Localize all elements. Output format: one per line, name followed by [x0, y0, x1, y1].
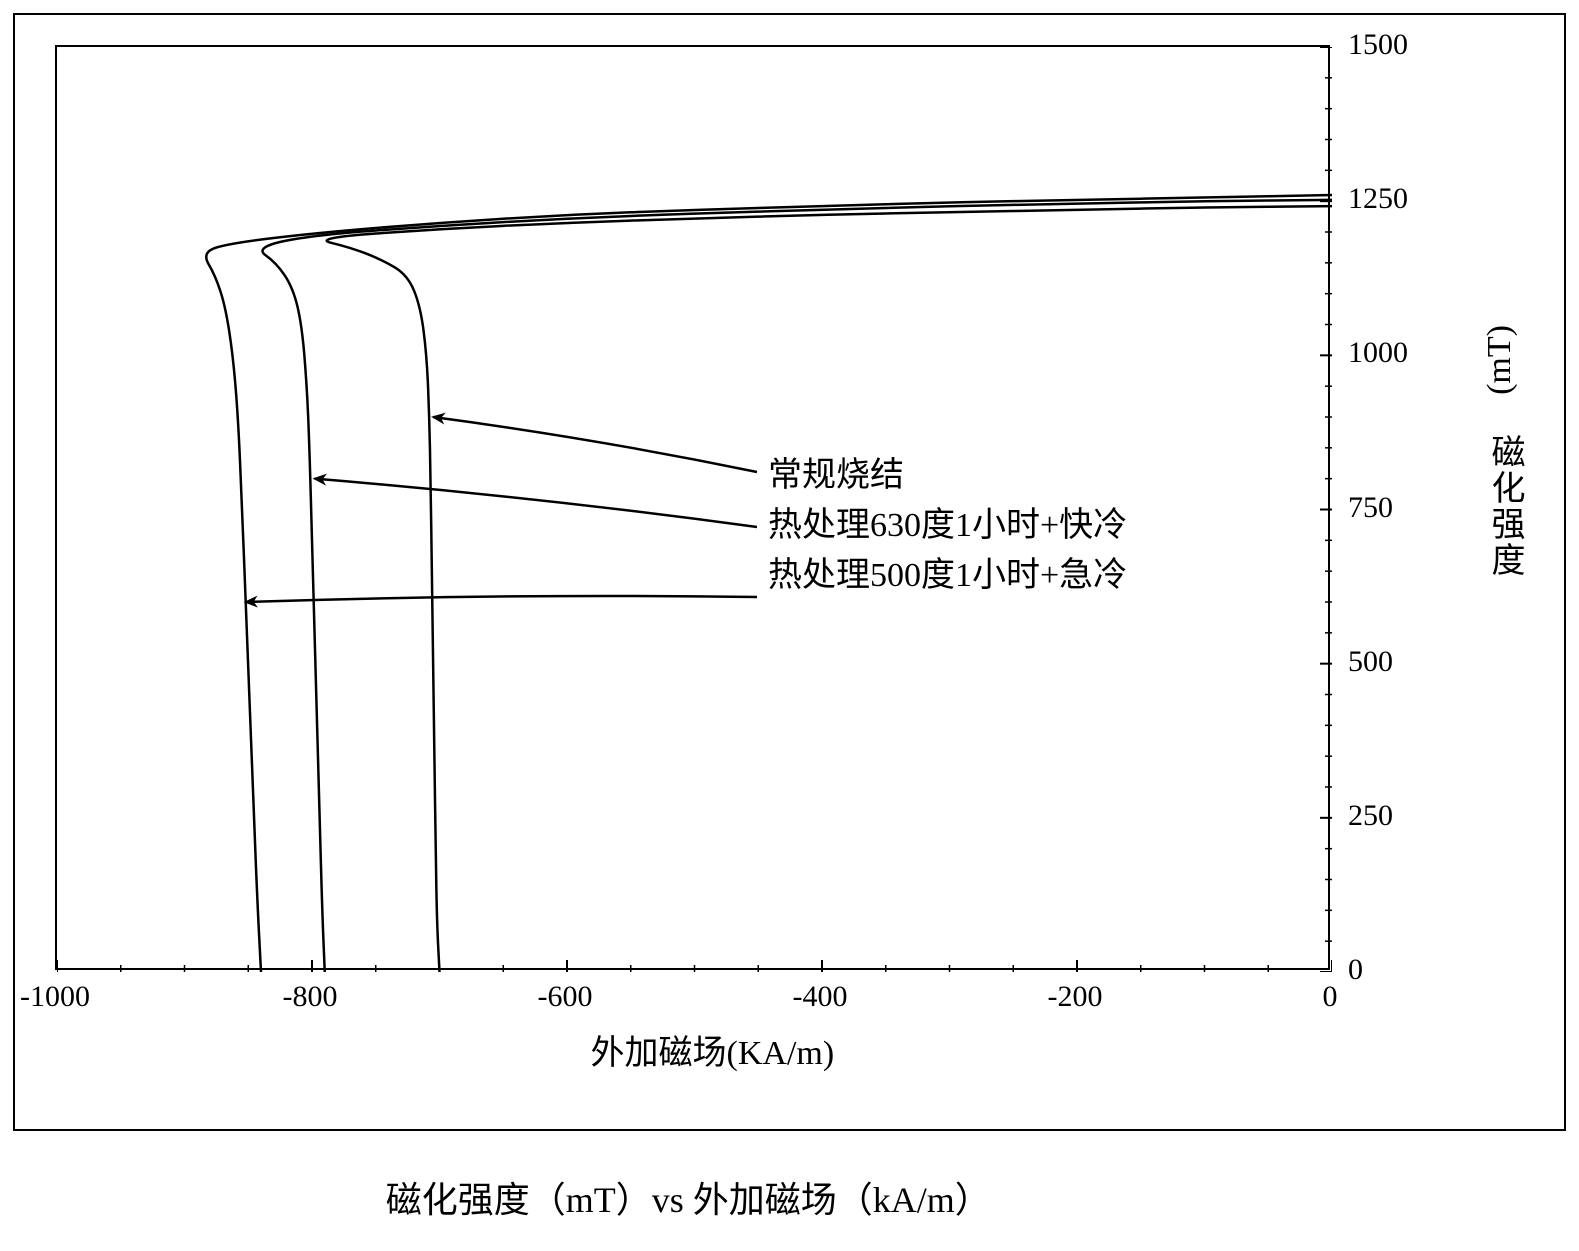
x-axis-label: 外加磁场(KA/m)	[591, 1025, 835, 1074]
page: -1000 -800 -600 -400 -200 0 0 250 500 750 1000 125…	[0, 0, 1579, 1251]
figure-caption: 磁化强度（mT）vs 外加磁场（kA/m）	[386, 1171, 991, 1223]
y-tick-label: 1500	[1348, 28, 1408, 62]
plot-area	[55, 45, 1330, 970]
x-tick-label: 0	[1323, 980, 1338, 1014]
y-tick-label: 500	[1348, 645, 1393, 679]
y-axis-label: 磁化强度	[1480, 434, 1529, 578]
y-tick-label: 750	[1348, 491, 1393, 525]
x-tick-label: -600	[538, 980, 593, 1014]
x-tick-label: -200	[1048, 980, 1103, 1014]
x-tick-label: -800	[283, 980, 338, 1014]
series-annotation: 热处理500度1小时+急冷	[768, 547, 1127, 596]
y-tick-label: 0	[1348, 953, 1363, 987]
chart-svg	[57, 47, 1332, 972]
series-annotation: 常规烧结	[768, 447, 904, 496]
y-tick-label: 1250	[1348, 182, 1408, 216]
series-annotation: 热处理630度1小时+快冷	[768, 497, 1127, 546]
x-tick-label: -1000	[20, 980, 90, 1014]
y-tick-label: 250	[1348, 799, 1393, 833]
x-tick-label: -400	[793, 980, 848, 1014]
y-axis-unit: (mT)	[1481, 325, 1519, 395]
y-tick-label: 1000	[1348, 336, 1408, 370]
